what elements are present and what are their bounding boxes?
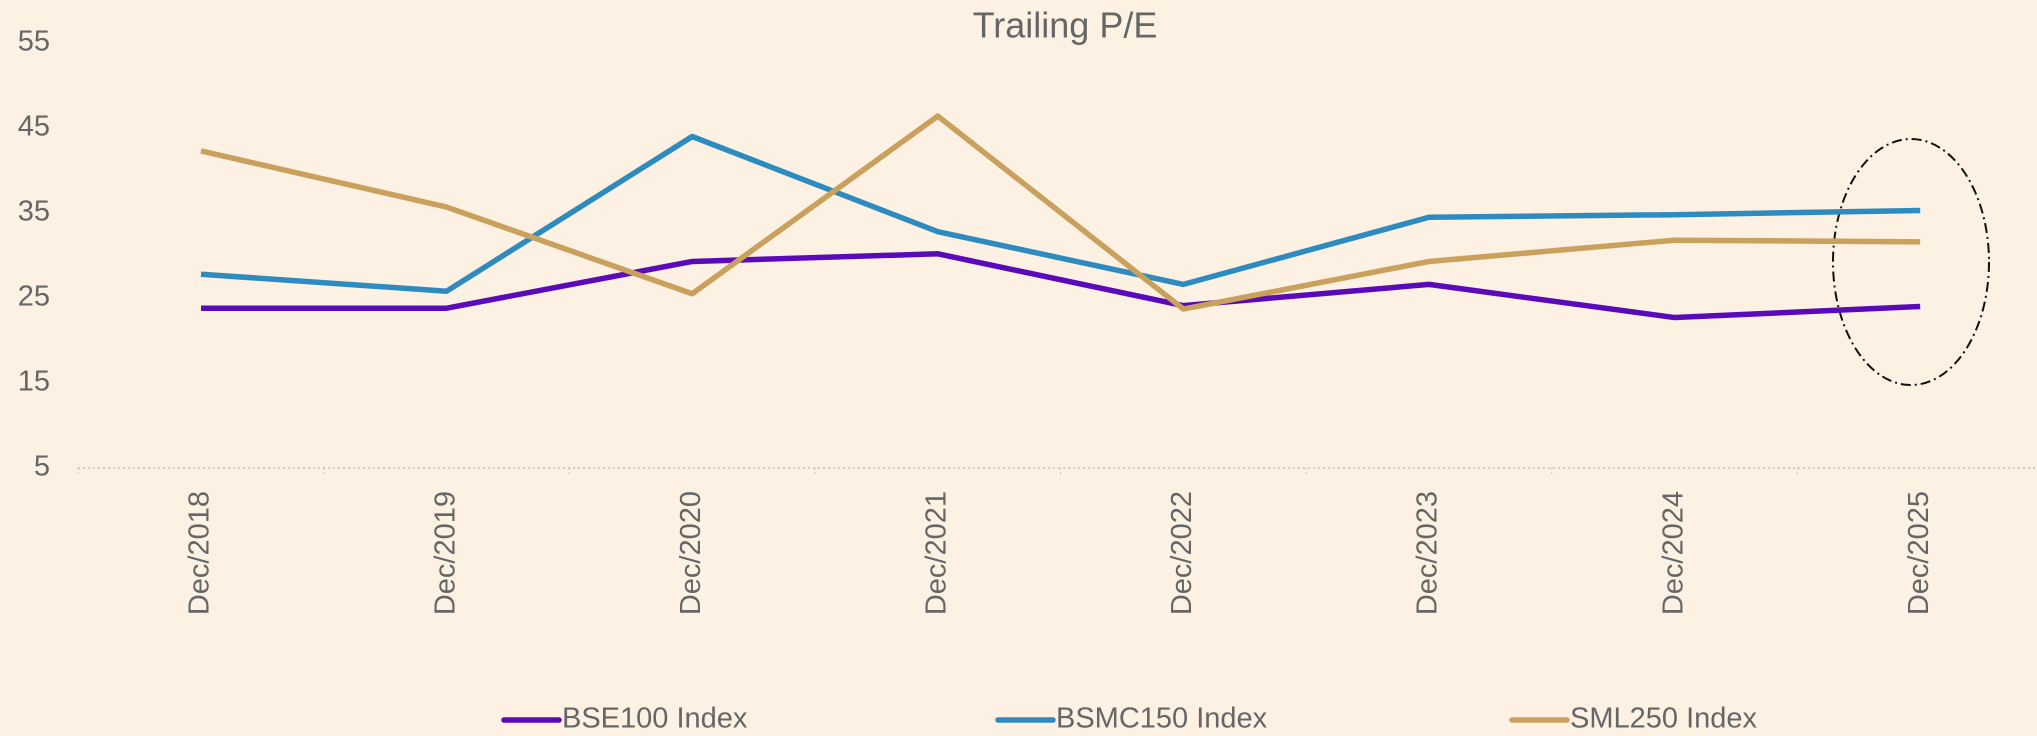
y-tick-label: 55 <box>18 26 50 58</box>
series-line <box>200 133 1921 294</box>
x-tick-label: Dec/2021 <box>920 491 952 615</box>
x-tick-label: Dec/2024 <box>1657 491 1689 615</box>
annotation-ellipse <box>1832 138 1990 386</box>
legend-label: BSMC150 Index <box>1056 703 1268 735</box>
legend-label: SML250 Index <box>1570 703 1758 735</box>
x-tick-label: Dec/2018 <box>184 491 216 615</box>
series-line <box>201 251 1921 321</box>
x-tick-label: Dec/2023 <box>1412 491 1444 615</box>
y-tick-label: 45 <box>18 111 50 143</box>
legend-label: BSE100 Index <box>562 703 748 735</box>
x-tick-label: Dec/2025 <box>1903 491 1935 615</box>
y-tick-label: 15 <box>18 366 50 398</box>
y-tick-label: 5 <box>34 451 50 483</box>
chart-title: Trailing P/E <box>973 5 1158 46</box>
series-line <box>200 113 1921 312</box>
x-tick-label: Dec/2019 <box>429 491 461 615</box>
y-tick-label: 25 <box>18 281 50 313</box>
y-tick-label: 35 <box>18 196 50 228</box>
x-tick-label: Dec/2020 <box>675 491 707 615</box>
x-tick-label: Dec/2022 <box>1166 491 1198 615</box>
